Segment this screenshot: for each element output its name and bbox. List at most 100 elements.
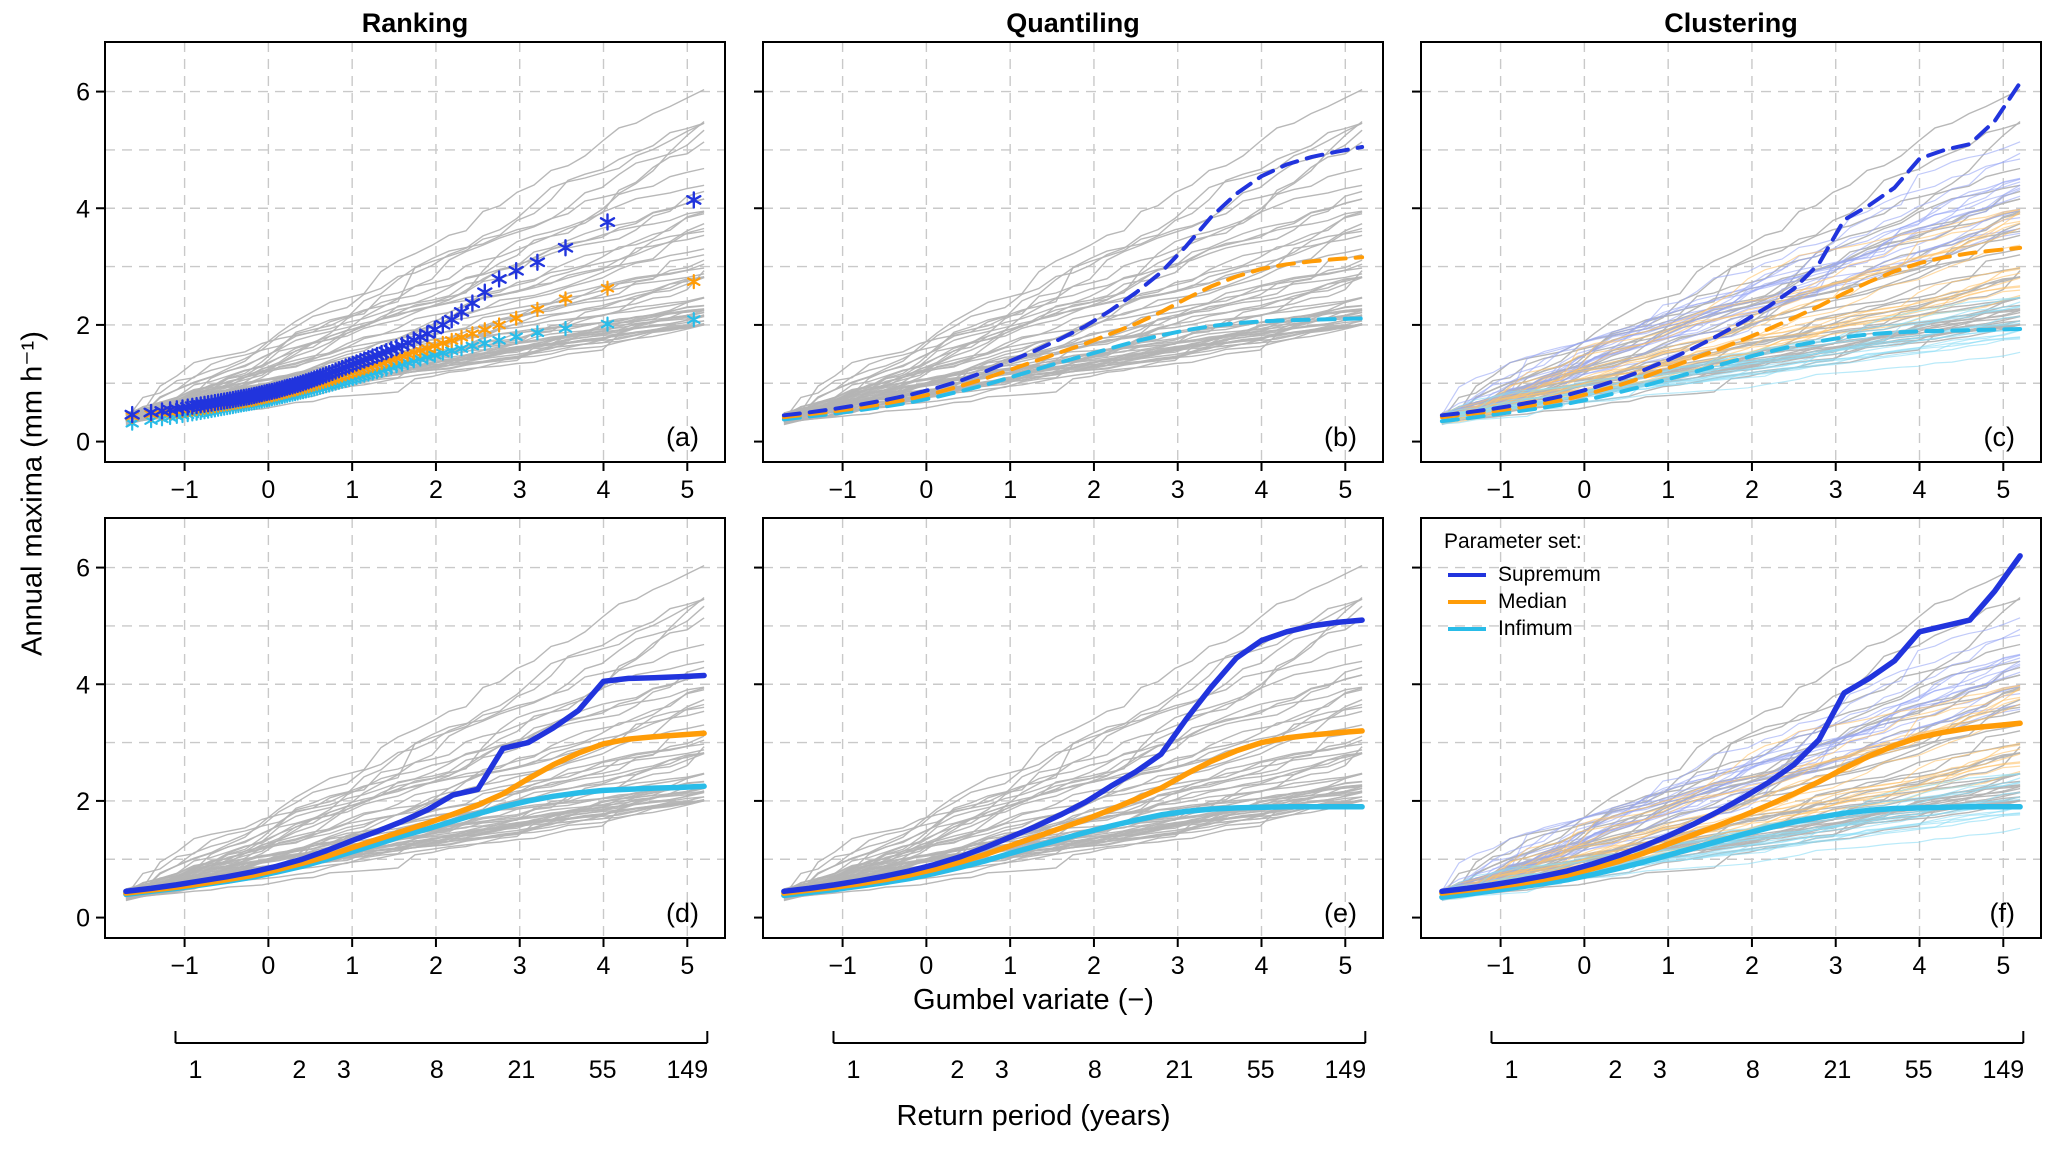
panel-frame-c [1420, 41, 2042, 463]
legend-label-median: Median [1498, 589, 1567, 613]
supremum-line-swatch [1448, 572, 1486, 577]
return-period-tick-label: 3 [1653, 1056, 1667, 1084]
x-tick-label: 2 [1087, 476, 1101, 504]
y-axis-label: Annual maxima (mm h⁻¹) [16, 331, 49, 656]
supremum-markers-a [124, 191, 702, 424]
x-tick-label: 2 [429, 476, 443, 504]
x-tick-label: 4 [1255, 476, 1269, 504]
x-tick-label: 0 [1577, 952, 1591, 980]
infimum-line-swatch [1448, 626, 1486, 631]
panel-letter-c: (c) [1984, 422, 2015, 452]
gridlines-f [1421, 518, 2041, 938]
x-axis-label: Gumbel variate (−) [913, 984, 1154, 1016]
ensemble-lines-c [1441, 88, 2021, 425]
return-period-tick-label: 2 [950, 1056, 964, 1084]
y-tick-label: 4 [76, 671, 90, 699]
legend: Parameter set: Supremum Median Infimum [1444, 530, 1694, 642]
legend-item-supremum: Supremum [1448, 561, 1694, 588]
supremum-curve-d [123, 672, 707, 895]
median-curve-c [1439, 245, 2023, 420]
x-tick-label: 5 [680, 476, 694, 504]
x-tick-label: 2 [1087, 952, 1101, 980]
return-period-tick-label: 3 [337, 1056, 351, 1084]
infimum-members-c [1441, 297, 2021, 425]
ensemble-lines-a [125, 88, 705, 426]
infimum-curve-c [1439, 327, 2023, 424]
median-line-swatch [1448, 599, 1486, 604]
infimum-curve-f [1439, 804, 2023, 900]
x-tick-label: 5 [1338, 476, 1352, 504]
panel-a: −1 0 1 2 3 4 5 0 2 4 6 (a) [76, 41, 726, 504]
median-curve-d [123, 730, 707, 896]
panel-b: −1 0 1 2 3 4 5 (b) [754, 41, 1384, 504]
return-period-tick-label: 1 [1505, 1056, 1519, 1084]
x-tick-label: −1 [828, 952, 857, 980]
return-period-tick-label: 149 [1324, 1056, 1366, 1084]
return-period-axis-label: Return period (years) [896, 1100, 1171, 1132]
x-tick-label: −1 [170, 476, 199, 504]
return-period-tick-label: 1 [847, 1056, 861, 1084]
x-tick-label: 1 [1661, 476, 1675, 504]
x-tick-label: 0 [919, 476, 933, 504]
median-curve-f [1439, 720, 2023, 896]
median-curve-b [781, 255, 1365, 420]
x-tick-label: −1 [1486, 476, 1515, 504]
return-period-tick-label: 3 [995, 1056, 1009, 1084]
y-tick-label: 6 [76, 79, 90, 107]
return-period-tick-label: 8 [1746, 1056, 1760, 1084]
panel-letter-a: (a) [666, 422, 699, 452]
return-period-tick-label: 149 [1982, 1056, 2024, 1084]
x-tick-label: 3 [1829, 476, 1843, 504]
x-tick-label: 3 [1829, 952, 1843, 980]
x-tick-label: −1 [828, 476, 857, 504]
infimum-curve-e [781, 804, 1365, 899]
y-tick-label: 0 [76, 905, 90, 933]
panel-letter-b: (b) [1324, 422, 1357, 452]
y-tick-label: 6 [76, 555, 90, 583]
x-tick-label: 5 [680, 952, 694, 980]
panel-frame-d [104, 517, 726, 939]
x-tick-label: 1 [345, 952, 359, 980]
panel-letter-f: (f) [1990, 898, 2015, 928]
x-tick-label: 1 [1003, 952, 1017, 980]
legend-title: Parameter set: [1444, 530, 1582, 553]
x-tick-label: 0 [1577, 476, 1591, 504]
ensemble-lines-b [783, 88, 1363, 426]
x-tick-label: 4 [597, 952, 611, 980]
legend-label-infimum: Infimum [1498, 616, 1573, 640]
supremum-curve-f [1439, 553, 2023, 895]
x-tick-label: 0 [261, 952, 275, 980]
supremum-curve-b [781, 145, 1365, 418]
x-tick-label: 5 [1338, 952, 1352, 980]
return-period-tick-label: 1 [189, 1056, 203, 1084]
x-tick-label: 2 [1745, 952, 1759, 980]
return-period-axis-col0: 1 2 3 8 21 55 149 [174, 1031, 709, 1084]
x-tick-label: 0 [919, 952, 933, 980]
x-tick-label: 1 [1661, 952, 1675, 980]
return-period-tick-label: 55 [1247, 1056, 1275, 1084]
ensemble-lines-e [783, 564, 1363, 902]
x-tick-label: 0 [261, 476, 275, 504]
y-tick-label: 2 [76, 312, 90, 340]
column-title-quantiling: Quantiling [1006, 8, 1140, 38]
x-tick-label: 3 [513, 952, 527, 980]
x-tick-label: −1 [170, 952, 199, 980]
return-period-tick-label: 8 [430, 1056, 444, 1084]
x-tick-label: 3 [1171, 952, 1185, 980]
x-tick-label: 2 [429, 952, 443, 980]
panel-d: −1 0 1 2 3 4 5 0 2 4 6 (d) [76, 517, 726, 980]
panel-letter-e: (e) [1324, 898, 1357, 928]
x-tick-label: 2 [1745, 476, 1759, 504]
return-period-axis-col1: 1 2 3 8 21 55 149 [832, 1031, 1367, 1084]
legend-label-supremum: Supremum [1498, 562, 1601, 586]
median-curve-e [781, 728, 1365, 896]
column-title-ranking: Ranking [361, 8, 469, 38]
return-period-tick-label: 2 [292, 1056, 306, 1084]
x-tick-label: 4 [597, 476, 611, 504]
infimum-curve-b [781, 316, 1365, 422]
panel-frame-e [762, 517, 1384, 939]
return-period-tick-label: 8 [1088, 1056, 1102, 1084]
panel-frame-b [762, 41, 1384, 463]
